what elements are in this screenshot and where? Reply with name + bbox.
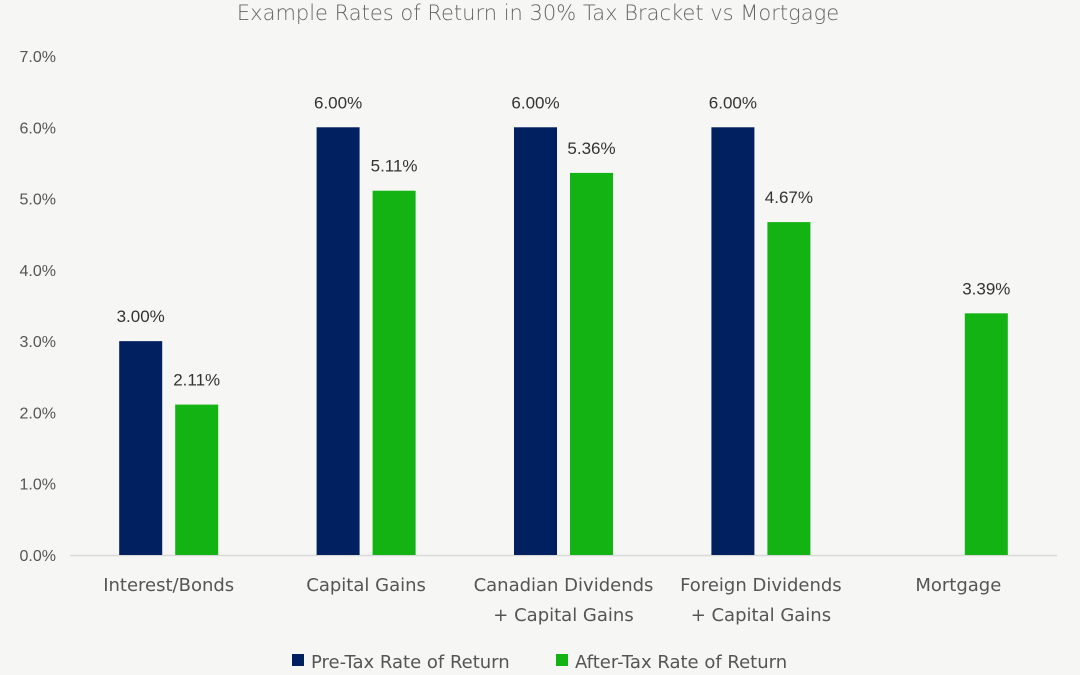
legend-swatch	[556, 654, 568, 666]
category-label: Mortgage	[915, 575, 1001, 596]
category-label: Interest/Bonds	[103, 575, 234, 596]
bar	[316, 127, 360, 556]
bar	[372, 190, 416, 556]
legend-label: Pre-Tax Rate of Return	[311, 652, 510, 673]
data-label: 3.00%	[117, 307, 165, 326]
y-tick-label: 5.0%	[20, 192, 56, 209]
data-label: 6.00%	[314, 93, 362, 112]
bar	[119, 341, 163, 555]
y-tick-label: 6.0%	[20, 120, 56, 137]
y-tick-label: 1.0%	[20, 477, 56, 494]
y-tick-label: 7.0%	[20, 49, 56, 66]
bar	[711, 127, 755, 556]
data-label: 6.00%	[709, 93, 757, 112]
y-tick-label: 4.0%	[20, 263, 56, 280]
legend: Pre-Tax Rate of Return After-Tax Rate of …	[292, 652, 787, 673]
category-label: Foreign Dividends	[680, 575, 842, 596]
bar	[767, 222, 811, 556]
y-tick-label: 0.0%	[20, 548, 56, 565]
bar	[964, 313, 1008, 555]
bar	[514, 127, 557, 556]
bar	[570, 172, 613, 555]
category-label: + Capital Gains	[691, 605, 831, 626]
data-label: 6.00%	[511, 93, 559, 112]
chart-title: Example Rates of Return in 30% Tax Brack…	[237, 1, 839, 25]
bars	[119, 127, 1008, 556]
category-label: + Capital Gains	[493, 605, 633, 626]
category-label: Canadian Dividends	[474, 575, 654, 596]
data-labels: 3.00% 2.11% 6.00% 5.11% 6.00% 5.36% 6.00% 4.67%…	[117, 93, 1011, 389]
category-label: Capital Gains	[306, 575, 426, 596]
bar	[175, 404, 219, 555]
y-tick-label: 3.0%	[20, 334, 56, 351]
category-labels: Interest/Bonds Capital Gains Canadian Divi…	[103, 575, 1001, 626]
y-tick-label: 2.0%	[20, 405, 56, 422]
data-label: 5.36%	[567, 139, 615, 158]
data-label: 4.67%	[765, 188, 813, 207]
data-label: 5.11%	[371, 157, 418, 176]
y-axis-ticks: 0.0% 1.0% 2.0% 3.0% 4.0% 5.0% 6.0% 7.0%	[20, 49, 56, 565]
legend-label: After-Tax Rate of Return	[575, 652, 787, 673]
data-label: 3.39%	[962, 279, 1010, 298]
data-label: 2.11%	[173, 371, 220, 390]
legend-swatch	[292, 654, 304, 666]
